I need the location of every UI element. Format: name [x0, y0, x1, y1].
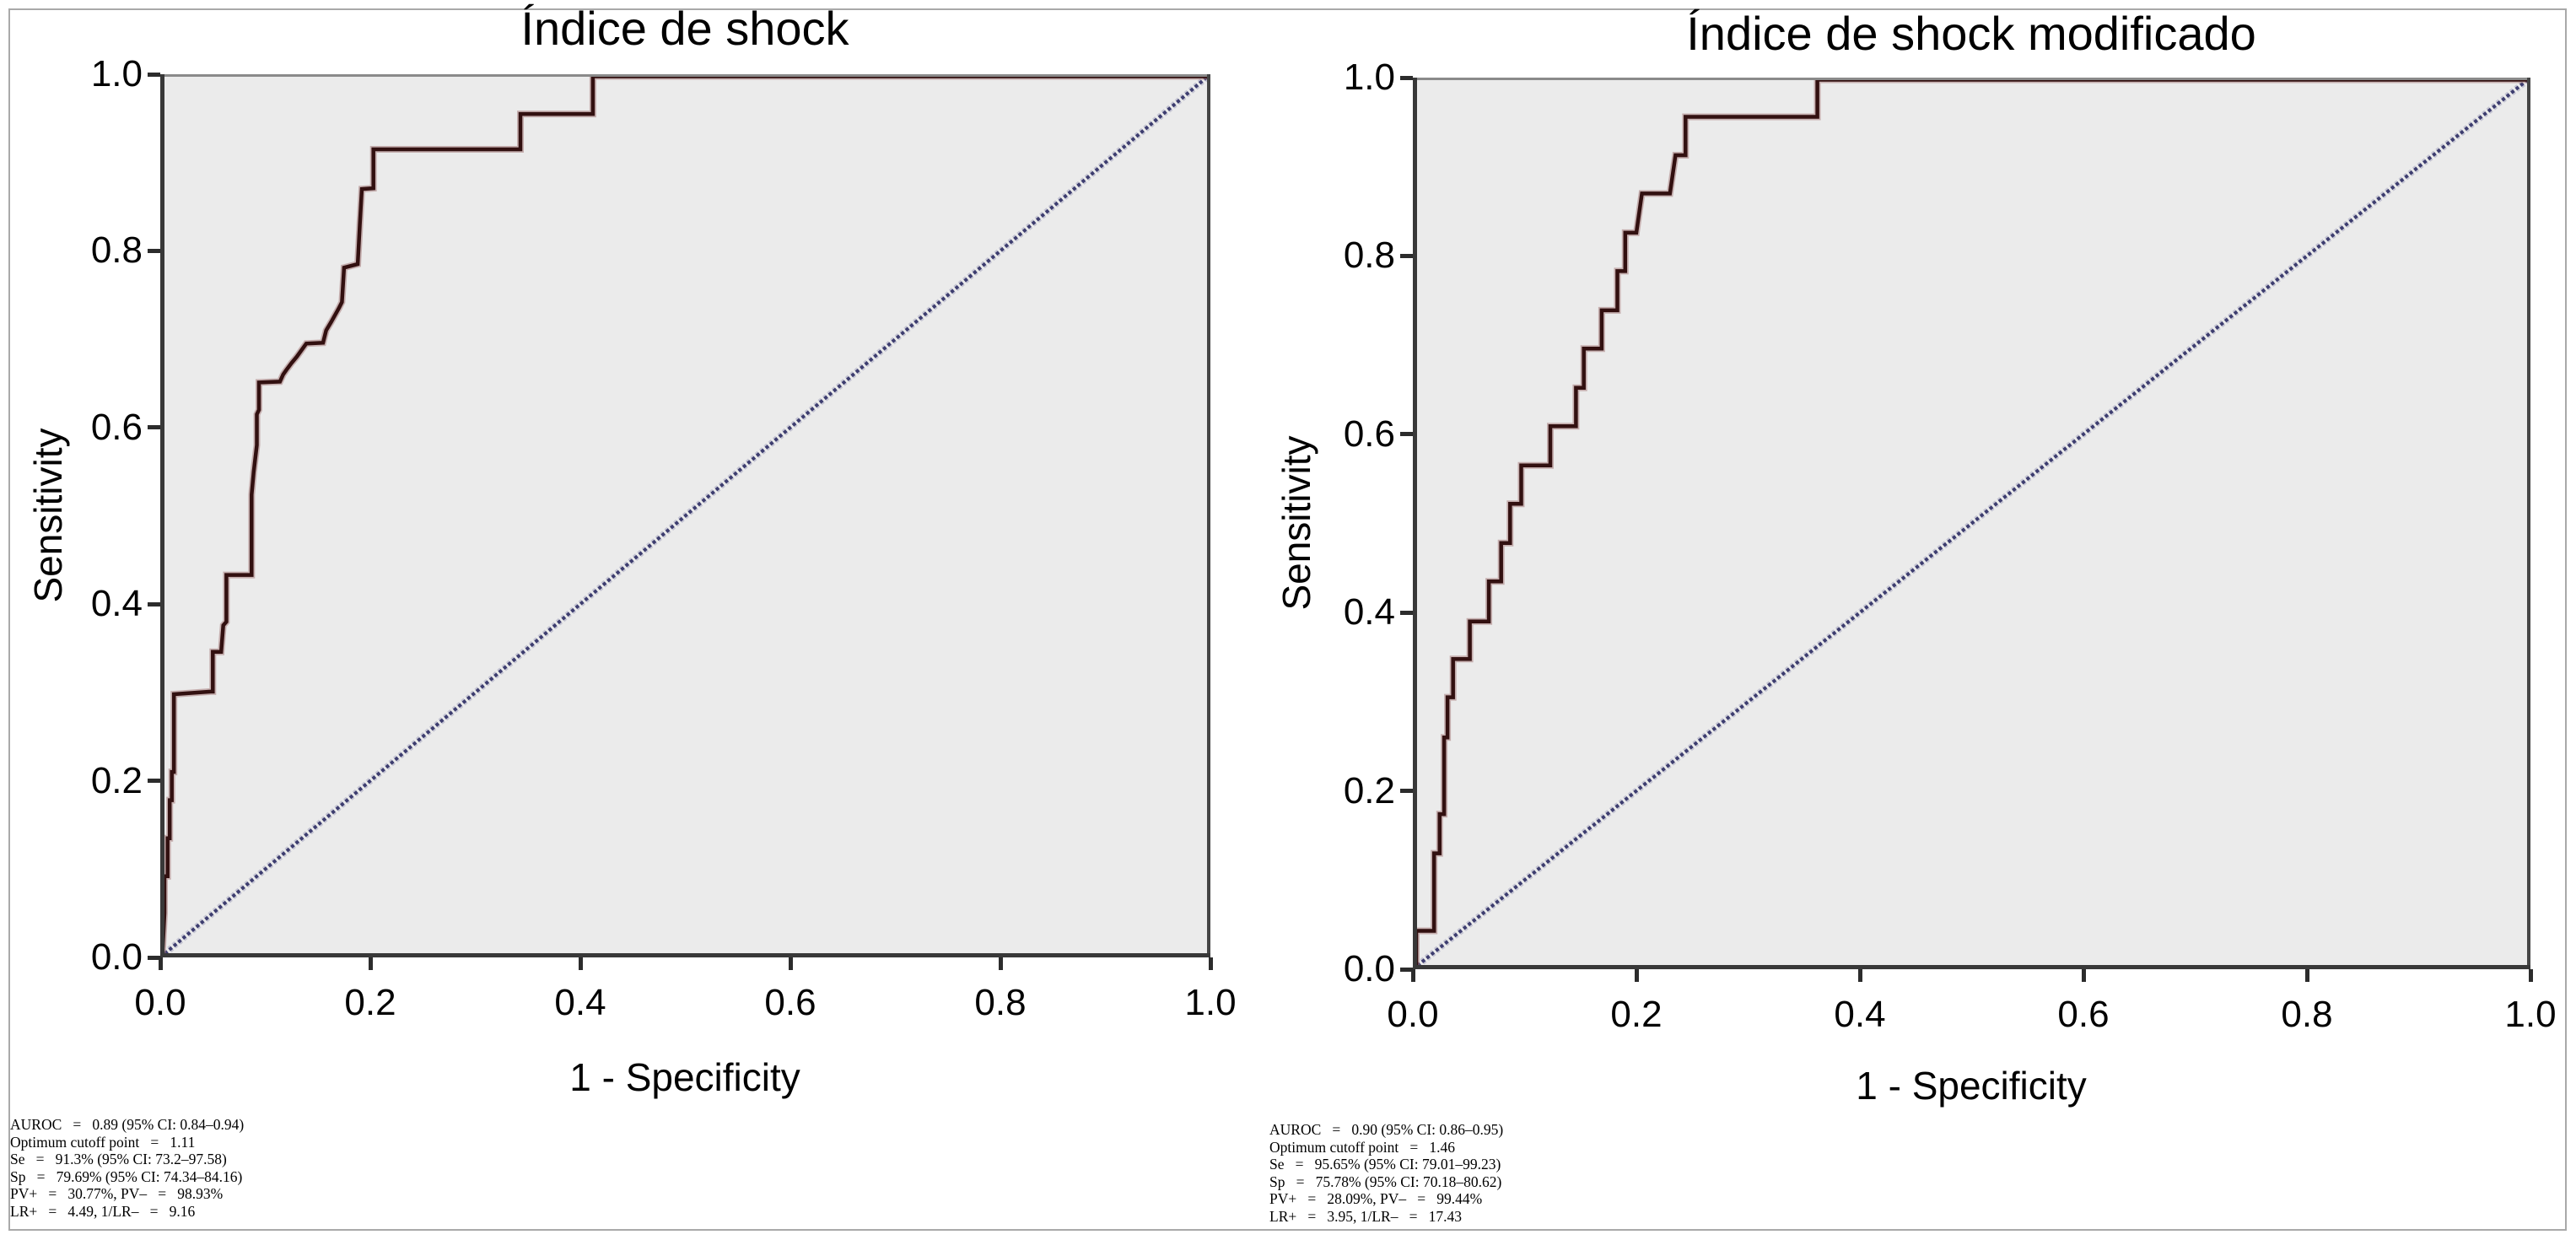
x-tick-label: 0.8 — [2281, 994, 2333, 1035]
stats-line: AUROC = 0.89 (95% CI: 0.84–0.94) — [10, 1116, 245, 1133]
stats-line: PV+ = 30.77%, PV– = 98.93% — [10, 1185, 224, 1203]
y-tick-mark — [148, 72, 160, 77]
y-tick-mark — [148, 425, 160, 430]
x-tick-mark — [788, 957, 793, 970]
roc-chart-right — [1413, 78, 2530, 969]
y-tick-label: 0.2 — [1343, 769, 1395, 811]
stats-line: Se = 91.3% (95% CI: 73.2–97.58) — [10, 1151, 227, 1168]
roc-chart-left — [160, 74, 1210, 957]
x-tick-mark — [578, 957, 583, 970]
x-tick-mark — [1410, 969, 1415, 982]
chance-diagonal-line — [1413, 78, 2530, 969]
y-tick-label: 0.4 — [90, 583, 143, 625]
x-tick-label: 1.0 — [2504, 994, 2557, 1035]
y-tick-mark — [148, 601, 160, 607]
y-tick-mark — [1400, 253, 1413, 258]
x-tick-label: 0.4 — [1834, 994, 1886, 1035]
stats-line: Optimum cutoff point = 1.46 — [1269, 1138, 1456, 1156]
stats-block-right: AUROC = 0.90 (95% CI: 0.86–0.95) Optimum … — [1269, 1121, 1503, 1226]
stats-line: LR+ = 3.95, 1/LR– = 17.43 — [1269, 1207, 1462, 1225]
x-tick-mark — [1857, 969, 1862, 982]
y-axis-label-right: Sensitivity — [1275, 435, 1318, 611]
x-tick-mark — [2304, 969, 2309, 982]
x-tick-label: 0.2 — [1610, 994, 1663, 1035]
y-axis-label-left: Sensitivity — [26, 428, 70, 603]
y-tick-label: 0.8 — [90, 229, 143, 272]
stats-line: LR+ = 4.49, 1/LR– = 9.16 — [10, 1202, 196, 1220]
y-tick-mark — [148, 955, 160, 960]
x-tick-mark — [158, 957, 163, 970]
stats-line: Sp = 79.69% (95% CI: 74.34–84.16) — [10, 1167, 243, 1185]
x-tick-label: 0.0 — [1387, 994, 1439, 1035]
x-tick-mark — [998, 957, 1003, 970]
y-tick-mark — [148, 248, 160, 253]
x-tick-label: 0.6 — [764, 982, 816, 1023]
x-tick-mark — [368, 957, 373, 970]
x-axis-label-right: 1 - Specificity — [1856, 1064, 2087, 1108]
y-tick-label: 1.0 — [90, 53, 143, 94]
figure-border — [8, 8, 2567, 1231]
chance-diagonal-line — [160, 74, 1210, 957]
x-tick-label: 0.2 — [344, 982, 396, 1023]
y-tick-mark — [148, 779, 160, 784]
x-axis-label-left: 1 - Specificity — [569, 1055, 800, 1099]
x-tick-label: 0.8 — [974, 982, 1027, 1023]
stats-line: PV+ = 28.09%, PV– = 99.44% — [1269, 1190, 1483, 1208]
x-tick-label: 0.6 — [2057, 994, 2110, 1035]
y-tick-mark — [1400, 789, 1413, 794]
y-tick-label: 0.8 — [1343, 235, 1395, 277]
plot-area-left — [160, 74, 1210, 957]
stats-line: AUROC = 0.90 (95% CI: 0.86–0.95) — [1269, 1121, 1504, 1138]
x-tick-label: 1.0 — [1184, 982, 1237, 1023]
roc-curve — [160, 74, 1209, 956]
plot-area-right — [1413, 78, 2530, 969]
y-tick-mark — [1400, 75, 1413, 80]
y-tick-label: 0.2 — [90, 759, 143, 801]
x-tick-mark — [2528, 969, 2533, 982]
y-tick-label: 0.0 — [1343, 948, 1395, 989]
x-tick-mark — [1634, 969, 1639, 982]
x-tick-label: 0.4 — [554, 982, 606, 1023]
chart-title-left: Índice de shock — [520, 2, 849, 55]
y-tick-label: 0.6 — [90, 406, 143, 448]
y-tick-label: 0.6 — [1343, 412, 1395, 455]
y-tick-label: 0.4 — [1343, 591, 1395, 633]
y-tick-mark — [1400, 610, 1413, 615]
x-tick-mark — [1208, 957, 1213, 970]
y-tick-label: 0.0 — [90, 936, 143, 978]
stats-block-left: AUROC = 0.89 (95% CI: 0.84–0.94) Optimum … — [10, 1116, 244, 1221]
stats-line: Optimum cutoff point = 1.11 — [10, 1133, 196, 1151]
y-tick-mark — [1400, 432, 1413, 437]
stats-line: Sp = 75.78% (95% CI: 70.18–80.62) — [1269, 1173, 1502, 1190]
chart-title-right: Índice de shock modificado — [1686, 7, 2256, 60]
roc-curve — [1414, 78, 2529, 969]
y-tick-mark — [1400, 967, 1413, 972]
x-tick-mark — [2081, 969, 2086, 982]
stats-line: Se = 95.65% (95% CI: 79.01–99.23) — [1269, 1156, 1501, 1173]
y-tick-label: 1.0 — [1343, 57, 1395, 98]
x-tick-label: 0.0 — [134, 982, 186, 1023]
